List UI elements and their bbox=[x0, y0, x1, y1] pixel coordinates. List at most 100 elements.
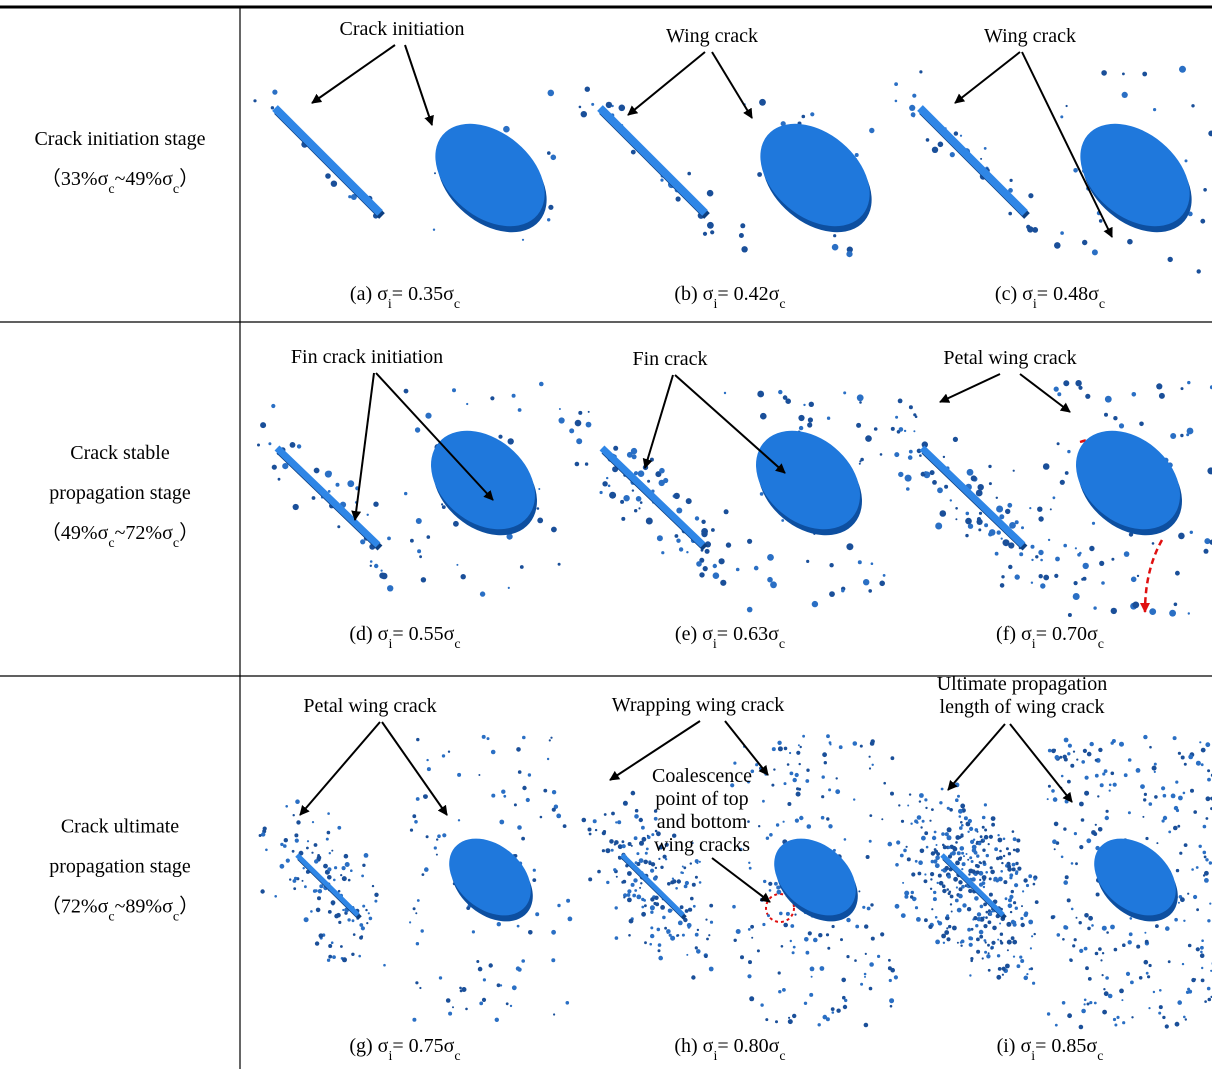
particle bbox=[803, 404, 805, 406]
particle bbox=[627, 871, 632, 876]
rod bbox=[920, 108, 1025, 213]
particle bbox=[871, 937, 875, 941]
particle bbox=[1104, 769, 1108, 773]
particle bbox=[822, 775, 825, 778]
particle bbox=[421, 929, 424, 932]
particle bbox=[1067, 780, 1071, 784]
particle bbox=[653, 876, 657, 880]
particle bbox=[802, 115, 806, 119]
arrow bbox=[355, 373, 374, 520]
particle bbox=[310, 910, 313, 913]
particle bbox=[889, 998, 894, 1003]
particle bbox=[340, 874, 342, 876]
particle bbox=[868, 589, 872, 593]
particle bbox=[748, 928, 751, 931]
particle bbox=[930, 872, 934, 876]
particle bbox=[676, 508, 682, 514]
particle bbox=[971, 869, 975, 873]
particle bbox=[539, 382, 544, 387]
particle bbox=[859, 463, 861, 465]
particle bbox=[957, 851, 961, 855]
caption: (b) σi= 0.42σc bbox=[674, 283, 785, 312]
particle bbox=[979, 930, 984, 935]
particle bbox=[784, 747, 788, 751]
particle bbox=[682, 872, 684, 874]
particle bbox=[1100, 783, 1104, 787]
particle bbox=[960, 821, 963, 824]
annotation: wing cracks bbox=[654, 834, 750, 856]
particle bbox=[726, 542, 731, 547]
particle bbox=[1106, 931, 1109, 934]
particle bbox=[980, 158, 982, 160]
particle bbox=[672, 878, 674, 880]
particle bbox=[1006, 922, 1011, 927]
particle bbox=[334, 914, 339, 919]
particle bbox=[1087, 927, 1091, 931]
particle bbox=[425, 413, 431, 419]
particle bbox=[704, 954, 708, 958]
particle bbox=[1091, 830, 1096, 835]
particle bbox=[293, 879, 297, 883]
particle bbox=[265, 849, 268, 852]
particle bbox=[986, 854, 989, 857]
particle bbox=[967, 831, 969, 833]
particle bbox=[552, 808, 556, 812]
particle bbox=[804, 1002, 807, 1005]
particle bbox=[278, 478, 281, 481]
caption: (a) σi= 0.35σc bbox=[350, 283, 460, 312]
particle bbox=[1193, 810, 1197, 814]
particle bbox=[807, 422, 812, 427]
particle bbox=[985, 916, 988, 919]
stage-name: Crack ultimate bbox=[61, 816, 179, 838]
particle bbox=[1207, 919, 1210, 922]
particle bbox=[750, 925, 754, 929]
particle bbox=[707, 190, 714, 197]
particle bbox=[1147, 975, 1150, 978]
particle bbox=[1187, 893, 1189, 895]
particle bbox=[792, 1014, 796, 1018]
particle bbox=[1104, 413, 1108, 417]
particle bbox=[285, 805, 288, 808]
particle bbox=[1139, 422, 1144, 427]
particle bbox=[1065, 875, 1069, 879]
particle bbox=[640, 882, 642, 884]
particle bbox=[1149, 802, 1153, 806]
particle bbox=[979, 935, 983, 939]
particle bbox=[1051, 915, 1055, 919]
particle bbox=[660, 905, 665, 910]
particle bbox=[487, 737, 490, 740]
particle bbox=[1012, 863, 1016, 867]
particle bbox=[858, 560, 862, 564]
particle bbox=[778, 390, 782, 394]
particle bbox=[984, 835, 989, 840]
particle bbox=[829, 741, 832, 744]
particle bbox=[1174, 603, 1178, 607]
particle bbox=[383, 964, 386, 967]
particle bbox=[683, 866, 686, 869]
particle bbox=[1099, 219, 1103, 223]
particle bbox=[1048, 539, 1050, 541]
particle bbox=[978, 842, 982, 846]
particle bbox=[1168, 831, 1171, 834]
particle bbox=[1175, 571, 1180, 576]
particle bbox=[969, 974, 971, 976]
particle bbox=[1023, 913, 1027, 917]
particle bbox=[831, 1007, 835, 1011]
particle bbox=[846, 543, 853, 550]
particle bbox=[962, 903, 966, 907]
particle bbox=[960, 945, 962, 947]
particle bbox=[654, 896, 658, 900]
stage-range-part: ） bbox=[179, 167, 199, 190]
particle bbox=[1121, 999, 1123, 1001]
particle bbox=[345, 862, 350, 867]
particle bbox=[973, 916, 977, 920]
particle bbox=[1193, 895, 1197, 899]
particle bbox=[762, 800, 765, 803]
particle bbox=[950, 903, 952, 905]
particle bbox=[1064, 926, 1068, 930]
particle bbox=[1095, 774, 1099, 778]
particle bbox=[528, 930, 533, 935]
particle bbox=[1060, 115, 1063, 118]
particle bbox=[948, 892, 951, 895]
particle bbox=[1028, 920, 1033, 925]
